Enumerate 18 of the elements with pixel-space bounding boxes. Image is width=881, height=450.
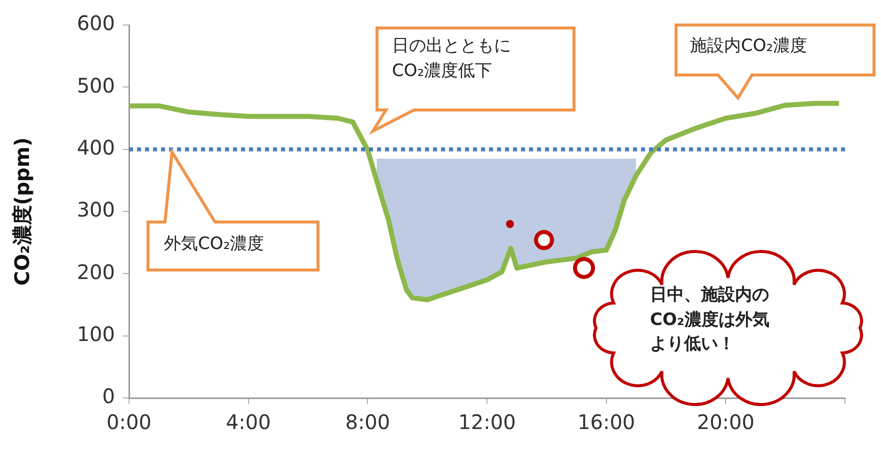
annotation: 施設内CO₂濃度	[690, 35, 808, 58]
x-tick-label: 12:00	[458, 410, 516, 434]
annotation: 外気CO₂濃度	[164, 233, 264, 256]
x-tick-label: 8:00	[345, 410, 390, 434]
x-tick-label: 20:00	[696, 410, 754, 434]
y-tick-label: 600	[76, 11, 115, 36]
y-tick-label: 500	[76, 73, 115, 98]
y-tick-label: 0	[102, 384, 115, 408]
y-tick-label: 200	[76, 260, 115, 284]
y-axis-title: CO₂濃度(ppm)	[10, 137, 34, 286]
annotation: 日の出とともにCO₂濃度低下	[392, 35, 511, 83]
y-tick-label: 300	[76, 198, 115, 222]
x-tick-label: 4:00	[226, 410, 271, 434]
x-tick-label: 16:00	[578, 410, 636, 434]
y-tick-label: 400	[76, 136, 115, 160]
y-tick-label: 100	[76, 322, 115, 346]
annotation: 日中、施設内のCO₂濃度は外気より低い！	[650, 284, 770, 356]
x-tick-label: 0:00	[106, 410, 152, 434]
